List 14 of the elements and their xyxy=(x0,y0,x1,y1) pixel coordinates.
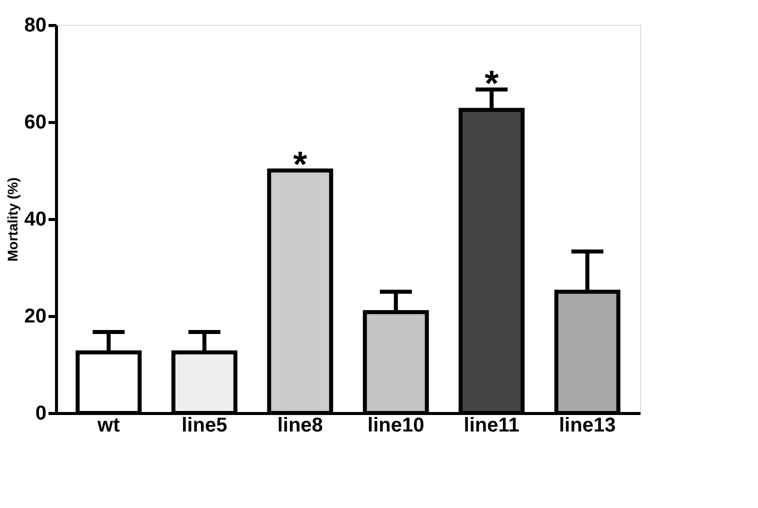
y-tick-label: 80 xyxy=(24,14,46,36)
x-tick-label: line13 xyxy=(558,414,616,436)
x-tick-label: line5 xyxy=(182,414,228,436)
x-tick-label: wt xyxy=(96,414,120,436)
y-tick-label: 20 xyxy=(24,306,46,328)
x-tick-label: line8 xyxy=(277,414,323,436)
y-axis-title: Mortality (%) xyxy=(4,178,20,262)
annotation: * xyxy=(484,62,499,104)
y-tick-label: 40 xyxy=(24,208,46,230)
x-tick-label: line10 xyxy=(368,414,424,436)
x-tick-label: line11 xyxy=(464,414,520,436)
y-tick-label: 0 xyxy=(35,402,46,424)
y-tick-label: 60 xyxy=(24,112,46,134)
annotation: * xyxy=(293,144,308,184)
